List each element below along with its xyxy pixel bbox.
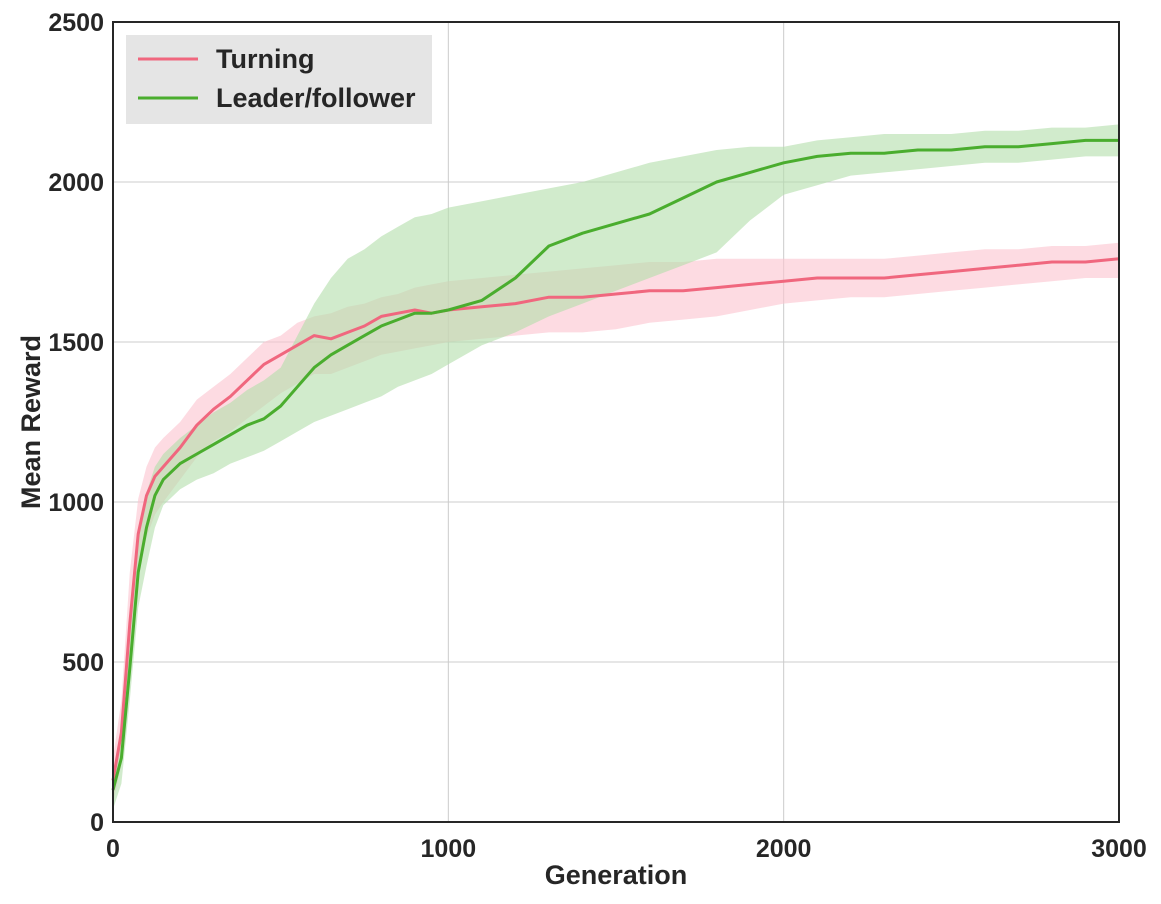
tick-labels: 0 1000 2000 3000 0 500 1000 1500 2000 2500 bbox=[48, 9, 1146, 863]
line-turning bbox=[111, 257, 1120, 781]
plot-frame bbox=[112, 21, 1120, 823]
y-tick-label-2000: 2000 bbox=[48, 169, 104, 197]
x-axis-label: Generation bbox=[545, 860, 688, 890]
x-tick-label-0: 0 bbox=[106, 835, 120, 863]
y-tick-label-1500: 1500 bbox=[48, 329, 104, 357]
legend-box bbox=[126, 35, 432, 124]
legend: Turning Leader/follower bbox=[126, 35, 432, 124]
y-tick-label-500: 500 bbox=[62, 649, 104, 677]
line-leader-follower bbox=[111, 138, 1119, 791]
y-tick-label-2500: 2500 bbox=[48, 9, 104, 37]
x-tick-label-3000: 3000 bbox=[1091, 835, 1147, 863]
legend-label-turning: Turning bbox=[216, 44, 314, 74]
y-axis-label: Mean Reward bbox=[16, 335, 46, 509]
series-lines bbox=[111, 138, 1120, 791]
y-tick-label-1000: 1000 bbox=[48, 489, 104, 517]
x-tick-label-1000: 1000 bbox=[421, 835, 477, 863]
y-tick-label-0: 0 bbox=[90, 809, 104, 837]
x-tick-label-2000: 2000 bbox=[756, 835, 812, 863]
legend-label-leader-follower: Leader/follower bbox=[216, 83, 416, 113]
confidence-bands bbox=[113, 124, 1119, 810]
band-leader-follower bbox=[113, 124, 1119, 810]
